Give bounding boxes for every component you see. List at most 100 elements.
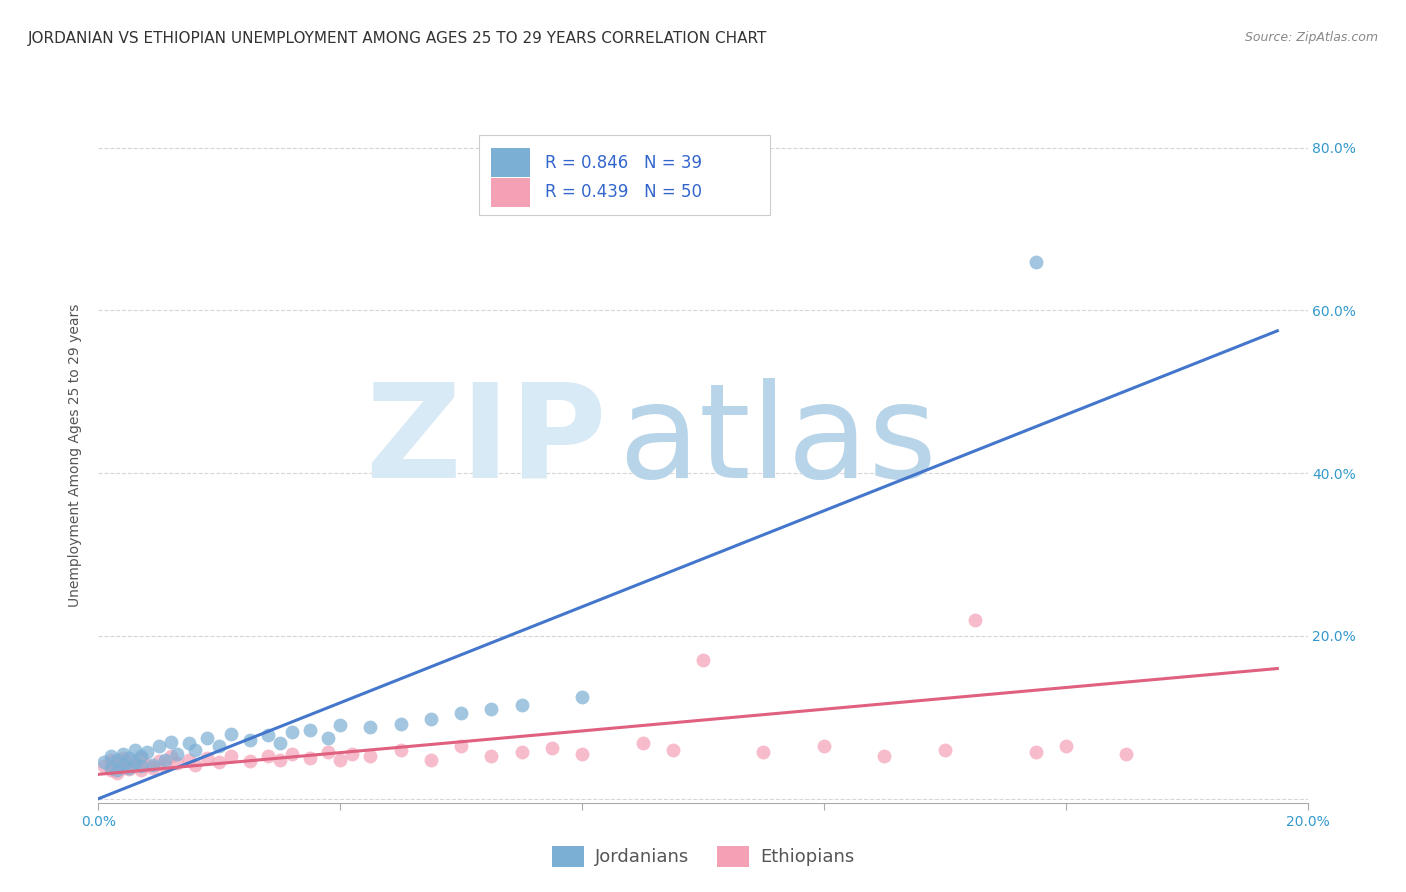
- Point: [239, 733, 262, 747]
- Point: [160, 735, 183, 749]
- Point: [195, 751, 218, 765]
- Point: [118, 763, 141, 777]
- Text: JORDANIAN VS ETHIOPIAN UNEMPLOYMENT AMONG AGES 25 TO 29 YEARS CORRELATION CHART: JORDANIAN VS ETHIOPIAN UNEMPLOYMENT AMON…: [28, 31, 768, 46]
- Point: [184, 743, 207, 757]
- Point: [129, 759, 152, 773]
- Text: ZIP: ZIP: [364, 377, 606, 505]
- FancyBboxPatch shape: [492, 178, 530, 207]
- Point: [662, 743, 685, 757]
- Point: [148, 739, 170, 753]
- Point: [111, 761, 134, 775]
- Point: [965, 613, 987, 627]
- Point: [105, 765, 128, 780]
- Point: [118, 761, 141, 775]
- Point: [100, 753, 122, 767]
- Point: [256, 748, 278, 763]
- Point: [142, 761, 165, 775]
- Point: [316, 745, 339, 759]
- Point: [100, 749, 122, 764]
- Point: [208, 739, 231, 753]
- Point: [540, 741, 562, 756]
- Point: [873, 749, 896, 764]
- Point: [100, 764, 122, 778]
- Point: [239, 754, 262, 768]
- Point: [510, 745, 533, 759]
- Point: [571, 690, 593, 704]
- Point: [105, 756, 128, 770]
- Point: [299, 751, 322, 765]
- Point: [208, 755, 231, 769]
- Point: [184, 757, 207, 772]
- Point: [571, 747, 593, 761]
- Point: [450, 706, 472, 721]
- Point: [631, 736, 654, 750]
- Text: atlas: atlas: [619, 377, 938, 505]
- Point: [179, 753, 201, 767]
- Point: [360, 720, 382, 734]
- Point: [135, 745, 157, 759]
- Point: [153, 759, 176, 773]
- Text: R = 0.846   N = 39: R = 0.846 N = 39: [544, 154, 702, 172]
- Point: [1024, 745, 1046, 759]
- Point: [124, 755, 146, 769]
- Y-axis label: Unemployment Among Ages 25 to 29 years: Unemployment Among Ages 25 to 29 years: [69, 303, 83, 607]
- Point: [111, 751, 134, 765]
- Point: [195, 731, 218, 745]
- FancyBboxPatch shape: [492, 148, 530, 178]
- Point: [420, 712, 443, 726]
- Point: [510, 698, 533, 713]
- Point: [360, 749, 382, 764]
- Point: [153, 753, 176, 767]
- Point: [111, 747, 134, 761]
- Point: [299, 723, 322, 737]
- Point: [105, 764, 128, 778]
- Point: [142, 757, 165, 772]
- Point: [118, 751, 141, 765]
- Point: [135, 757, 157, 772]
- Point: [166, 747, 188, 761]
- Point: [269, 736, 291, 750]
- Point: [1115, 747, 1137, 761]
- Point: [389, 717, 412, 731]
- Point: [256, 728, 278, 742]
- Point: [692, 653, 714, 667]
- Point: [105, 753, 128, 767]
- Point: [934, 743, 956, 757]
- Text: Source: ZipAtlas.com: Source: ZipAtlas.com: [1244, 31, 1378, 45]
- Point: [129, 764, 152, 778]
- Point: [450, 739, 472, 753]
- Point: [420, 753, 443, 767]
- Point: [329, 718, 352, 732]
- Point: [281, 747, 304, 761]
- Point: [221, 726, 243, 740]
- Point: [129, 748, 152, 763]
- Point: [100, 761, 122, 775]
- FancyBboxPatch shape: [479, 135, 769, 215]
- Point: [118, 755, 141, 769]
- Point: [389, 743, 412, 757]
- Point: [1024, 254, 1046, 268]
- Text: R = 0.439   N = 50: R = 0.439 N = 50: [544, 184, 702, 202]
- Point: [148, 754, 170, 768]
- Point: [124, 743, 146, 757]
- Point: [124, 759, 146, 773]
- Point: [160, 749, 183, 764]
- Point: [342, 747, 364, 761]
- Point: [1054, 739, 1077, 753]
- Point: [129, 751, 152, 765]
- Point: [111, 757, 134, 772]
- Point: [813, 739, 835, 753]
- Point: [269, 753, 291, 767]
- Point: [316, 731, 339, 745]
- Point: [329, 753, 352, 767]
- Point: [752, 745, 775, 759]
- Point: [93, 759, 115, 773]
- Legend: Jordanians, Ethiopians: Jordanians, Ethiopians: [544, 838, 862, 874]
- Point: [93, 755, 115, 769]
- Point: [481, 702, 503, 716]
- Point: [179, 736, 201, 750]
- Point: [166, 756, 188, 770]
- Point: [481, 749, 503, 764]
- Point: [281, 725, 304, 739]
- Point: [221, 749, 243, 764]
